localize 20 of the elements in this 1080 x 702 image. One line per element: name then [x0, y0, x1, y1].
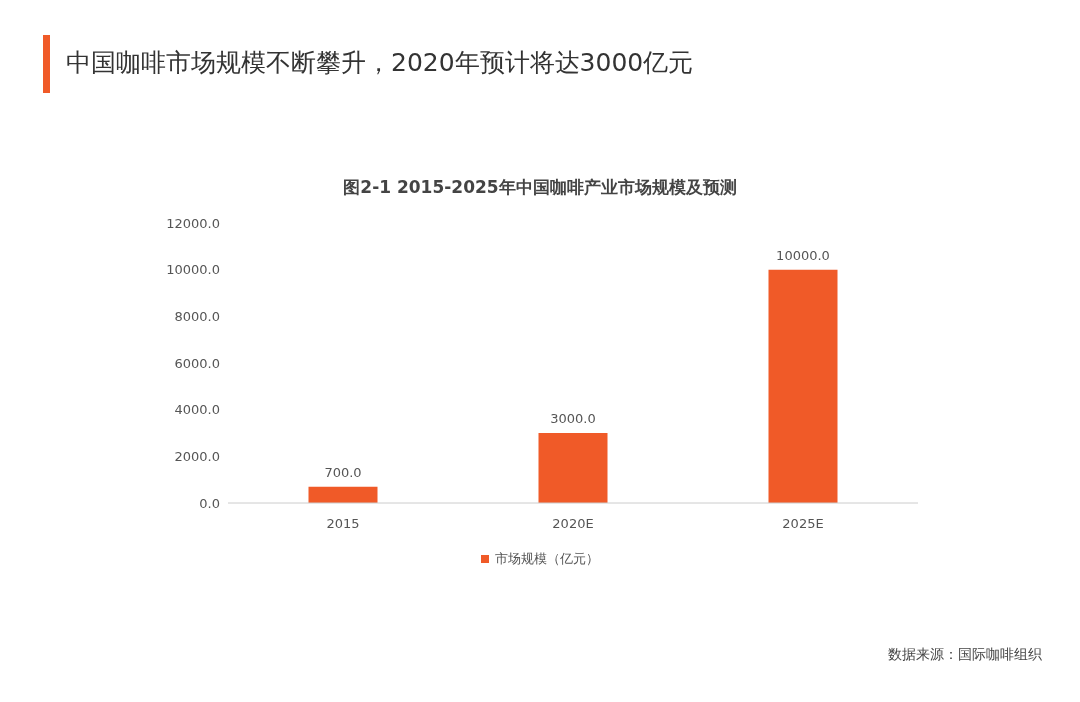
- chart-title: 中国咖啡市场规模不断攀升，2020年预计将达3000亿元: [66, 47, 694, 79]
- y-tick-label: 8000.0: [174, 308, 220, 324]
- y-tick-label: 2000.0: [174, 448, 220, 464]
- x-tick-label: 2025E: [782, 516, 824, 532]
- y-tick-label: 6000.0: [174, 355, 220, 371]
- legend-label: 市场规模（亿元）: [494, 550, 599, 568]
- bar: [768, 269, 838, 503]
- data-label: 10000.0: [776, 247, 830, 263]
- bar: [538, 433, 608, 503]
- source-note: 数据来源：国际咖啡组织: [888, 646, 1042, 664]
- y-tick-label: 12000.0: [166, 215, 220, 231]
- chart-subtitle: 图2-1 2015-2025年中国咖啡产业市场规模及预测: [342, 176, 738, 199]
- x-tick-label: 2020E: [552, 516, 594, 532]
- y-tick-label: 0.0: [199, 495, 220, 511]
- data-label: 700.0: [324, 464, 362, 480]
- data-label: 3000.0: [550, 411, 596, 426]
- y-tick-label: 10000.0: [166, 262, 220, 278]
- y-tick-label: 4000.0: [174, 402, 220, 418]
- bar: [308, 486, 378, 503]
- x-tick-label: 2015: [326, 516, 360, 532]
